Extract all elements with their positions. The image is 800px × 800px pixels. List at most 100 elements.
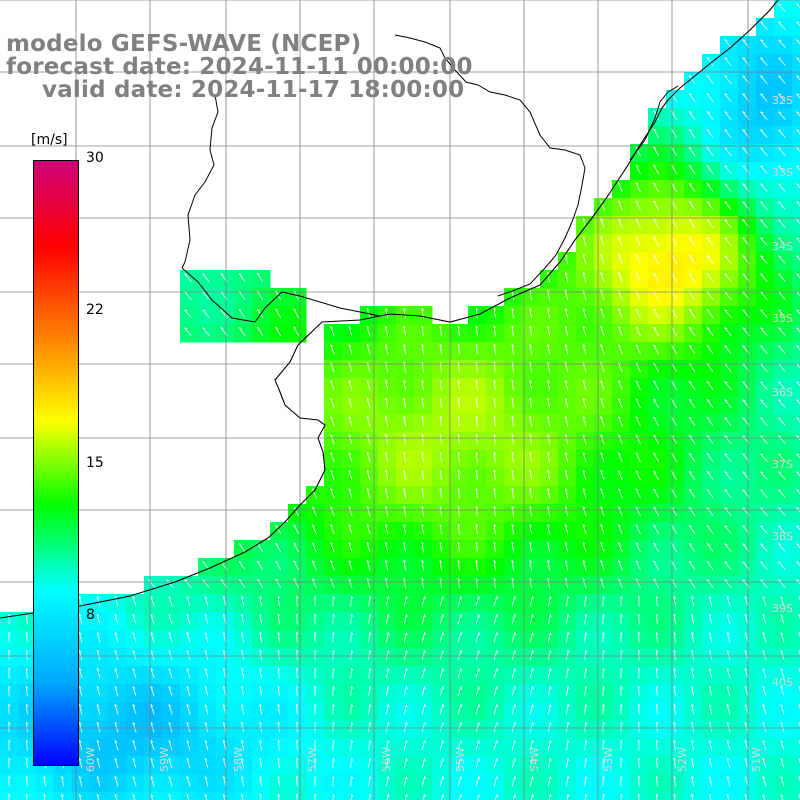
wind-arrow: [475, 740, 480, 751]
wind-arrow-head: [259, 739, 262, 743]
wind-speed-cell: [792, 288, 800, 307]
wind-arrow: [760, 363, 768, 372]
wind-arrow-head: [277, 631, 281, 635]
wind-arrow: [762, 668, 767, 679]
wind-arrow-head: [653, 542, 657, 545]
wind-arrow-head: [514, 794, 516, 798]
wind-arrow: [150, 632, 155, 643]
wind-arrow: [760, 273, 768, 282]
wind-arrow-head: [496, 776, 498, 780]
wind-arrow-head: [369, 721, 372, 725]
wind-arrow-head: [403, 433, 406, 437]
wind-arrow: [475, 596, 480, 607]
wind-arrow: [726, 794, 730, 800]
wind-speed-cell: [0, 792, 19, 800]
wind-arrow: [277, 704, 280, 715]
wind-arrow-head: [760, 255, 764, 258]
wind-arrow: [457, 398, 460, 409]
wind-arrow-head: [635, 344, 639, 347]
wind-arrow: [421, 668, 426, 679]
longitude-label: 57W: [306, 747, 319, 772]
wind-arrow: [798, 740, 800, 746]
wind-arrow: [547, 434, 551, 445]
wind-arrow-head: [25, 739, 29, 743]
wind-arrow: [724, 183, 732, 192]
wind-arrow-head: [760, 111, 764, 114]
wind-arrow-head: [708, 757, 712, 761]
wind-arrow: [368, 704, 371, 715]
wind-arrow-head: [403, 325, 406, 329]
wind-arrow-head: [168, 632, 172, 635]
wind-arrow: [457, 524, 460, 535]
colorbar: [33, 160, 79, 766]
wind-arrow: [421, 416, 424, 427]
wind-arrow-head: [655, 721, 659, 725]
wind-arrow-head: [762, 650, 766, 653]
wind-arrow: [493, 380, 496, 391]
wind-arrow: [241, 722, 245, 733]
wind-arrow-head: [514, 668, 516, 672]
wind-arrow-head: [311, 524, 315, 527]
wind-arrow: [421, 614, 426, 625]
wind-arrow: [760, 129, 768, 138]
wind-arrow: [760, 147, 768, 156]
wind-arrow: [706, 381, 714, 391]
wind-arrow-head: [475, 505, 479, 509]
wind-arrow-head: [222, 667, 226, 671]
wind-arrow-head: [96, 757, 100, 761]
wind-arrow: [635, 272, 641, 283]
wind-arrow: [222, 794, 226, 800]
wind-arrow-head: [385, 487, 388, 491]
wind-arrow: [25, 739, 28, 751]
wind-arrow: [403, 578, 407, 589]
wind-arrow: [439, 506, 442, 517]
wind-arrow-head: [600, 254, 604, 257]
wind-arrow-head: [602, 649, 605, 653]
wind-arrow-head: [439, 415, 443, 419]
wind-arrow-head: [796, 381, 800, 384]
wind-arrow-head: [385, 505, 388, 509]
wind-arrow: [368, 740, 371, 751]
wind-arrow-head: [655, 595, 659, 599]
wind-arrow-head: [724, 345, 728, 348]
wind-arrow-head: [314, 685, 317, 689]
wind-arrow: [744, 596, 749, 607]
wind-arrow: [259, 614, 263, 625]
latitude-label: 37S: [772, 458, 793, 471]
wind-arrow: [600, 344, 605, 355]
wind-arrow-head: [348, 344, 352, 347]
wind-arrow: [724, 507, 732, 516]
wind-arrow: [635, 164, 641, 175]
wind-arrow-head: [439, 541, 443, 545]
wind-arrow: [547, 542, 551, 553]
title-model: modelo GEFS-WAVE (NCEP): [6, 31, 362, 57]
wind-arrow-head: [150, 740, 154, 743]
wind-arrow-head: [760, 507, 764, 510]
wind-arrow-head: [204, 794, 208, 797]
wind-arrow-head: [314, 793, 317, 797]
wind-arrow: [798, 632, 800, 638]
wind-arrow-head: [385, 433, 388, 437]
wind-arrow: [114, 722, 119, 733]
wind-arrow-head: [708, 613, 712, 617]
wind-arrow-head: [760, 129, 764, 132]
wind-arrow-head: [424, 632, 426, 636]
wind-arrow-head: [638, 739, 641, 743]
wind-arrow-head: [330, 434, 334, 437]
wind-arrow-head: [635, 488, 639, 491]
wind-arrow-head: [706, 579, 710, 582]
wind-arrow: [566, 614, 569, 625]
wind-arrow: [726, 758, 731, 769]
wind-arrow-head: [796, 273, 800, 276]
wind-arrow-head: [222, 703, 226, 707]
wind-arrow: [368, 758, 371, 769]
wind-arrow: [762, 596, 767, 607]
wind-arrow-head: [564, 541, 568, 545]
wind-arrow: [564, 272, 569, 283]
wind-arrow-head: [366, 433, 370, 437]
wind-arrow-head: [744, 650, 748, 653]
wind-arrow: [724, 111, 732, 120]
wind-arrow: [296, 793, 298, 800]
wind-arrow-head: [150, 614, 154, 617]
wind-arrow-head: [780, 740, 784, 743]
